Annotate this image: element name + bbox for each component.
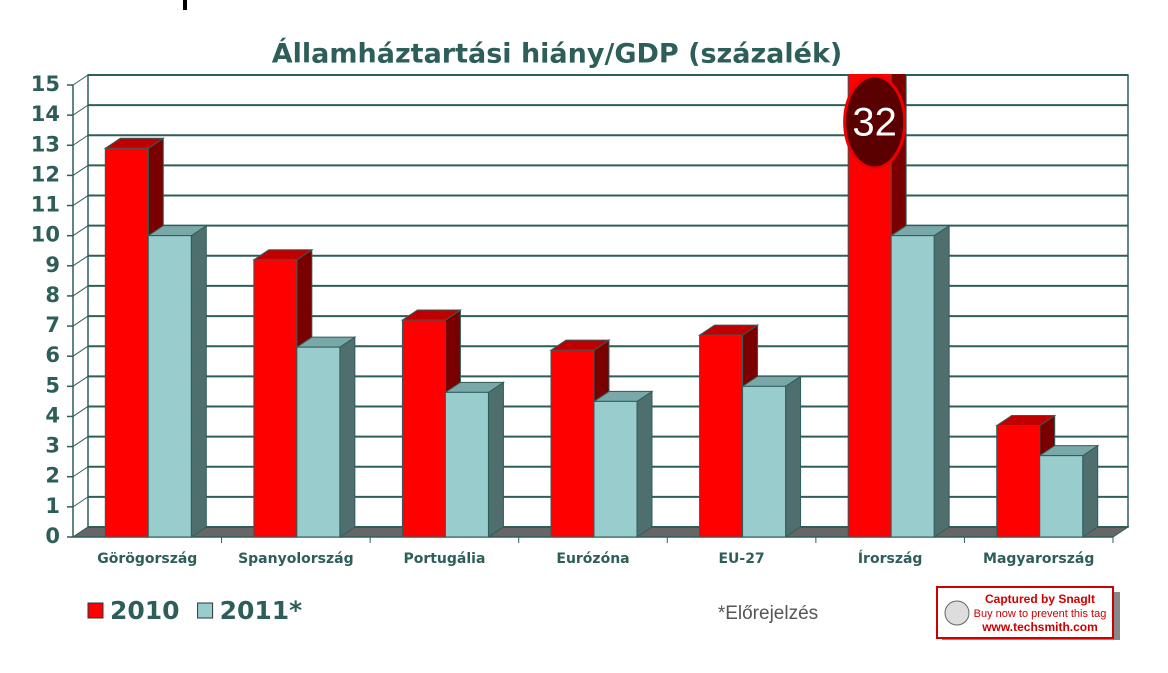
bar — [295, 336, 357, 538]
grid-diagonal — [72, 255, 89, 267]
y-tick-label: 6 — [45, 343, 60, 367]
x-tick-label: Portugália — [403, 551, 485, 567]
x-tick-label: Magyarország — [983, 551, 1094, 567]
bar-front — [996, 425, 1041, 538]
watermark-text: Captured by SnagIt — [985, 592, 1095, 606]
grid-diagonal — [72, 74, 89, 86]
x-tick-label: Görögország — [97, 551, 197, 567]
legend-label: 2010 — [110, 596, 180, 625]
y-tick-label: 15 — [31, 72, 60, 96]
chart-title: Államháztartási hiány/GDP (százalék) — [272, 38, 843, 70]
bar-front — [253, 259, 298, 538]
bar-front — [550, 349, 595, 538]
y-tick-label: 11 — [31, 193, 60, 217]
bar-side — [785, 375, 802, 538]
grid-diagonal — [72, 195, 89, 206]
bar-front — [147, 235, 192, 538]
grid-diagonal — [72, 225, 89, 237]
bar-front — [444, 391, 489, 538]
watermark-text: www.techsmith.com — [981, 620, 1098, 634]
y-tick-label: 3 — [45, 434, 60, 458]
bar-front — [296, 346, 341, 538]
y-tick-label: 10 — [31, 223, 60, 247]
bar — [443, 381, 506, 538]
watermark: Captured by SnagIt Buy now to prevent th… — [936, 586, 1120, 640]
y-tick-label: 2 — [45, 464, 60, 488]
grid-diagonal — [72, 285, 89, 297]
y-tick-label: 0 — [45, 524, 60, 548]
x-tick-label: Eurózóna — [556, 551, 629, 567]
bar-side — [190, 224, 207, 538]
bar-side — [933, 224, 950, 538]
legend-swatch — [197, 602, 214, 619]
grid-diagonal — [72, 526, 89, 538]
grid-diagonal — [72, 496, 89, 508]
bar-front — [401, 319, 446, 538]
grid-diagonal — [72, 315, 89, 327]
x-tick-label: Írország — [858, 550, 923, 567]
grid-diagonal — [72, 466, 89, 478]
grid-diagonal — [72, 164, 89, 176]
bar-side — [487, 381, 504, 538]
annotation: *Előrejelzés — [718, 603, 818, 624]
legend-label: 2011* — [220, 596, 303, 625]
bar-front — [1039, 455, 1084, 538]
grid-diagonal — [72, 406, 89, 417]
bar-front — [699, 334, 744, 538]
bar-front — [104, 147, 149, 538]
legend-swatch — [87, 602, 104, 619]
bar-side — [636, 390, 653, 538]
grid-diagonal — [72, 375, 89, 387]
y-tick-label: 13 — [31, 132, 60, 156]
y-tick-label: 1 — [45, 494, 60, 518]
value-label-badge — [843, 74, 907, 170]
y-tick-label: 12 — [31, 162, 60, 186]
watermark-icon — [944, 600, 970, 626]
y-tick-label: 8 — [45, 283, 60, 307]
bar — [146, 224, 208, 538]
y-tick-label: 14 — [31, 102, 60, 126]
bar-side — [1082, 444, 1099, 538]
bar — [1038, 444, 1100, 538]
x-tick-label: Spanyolország — [238, 551, 354, 567]
grid-diagonal — [72, 345, 89, 357]
bar — [592, 390, 654, 538]
x-tick-label: EU-27 — [718, 551, 764, 567]
value-label: 32 — [852, 101, 897, 145]
y-tick-label: 7 — [45, 313, 60, 337]
bar — [889, 224, 951, 538]
grid-diagonal — [72, 436, 89, 448]
y-tick-label: 5 — [45, 373, 60, 397]
bar — [740, 375, 803, 538]
bar-side — [339, 336, 356, 538]
y-tick-label: 4 — [45, 403, 60, 427]
cursor — [183, 0, 187, 10]
grid-diagonal — [72, 134, 89, 146]
bar-front — [593, 400, 638, 538]
bar-front — [890, 235, 935, 538]
y-tick-label: 9 — [45, 253, 60, 277]
grid-diagonal — [72, 104, 89, 116]
watermark-text: Buy now to prevent this tag — [974, 608, 1107, 620]
bar-front — [742, 385, 787, 538]
